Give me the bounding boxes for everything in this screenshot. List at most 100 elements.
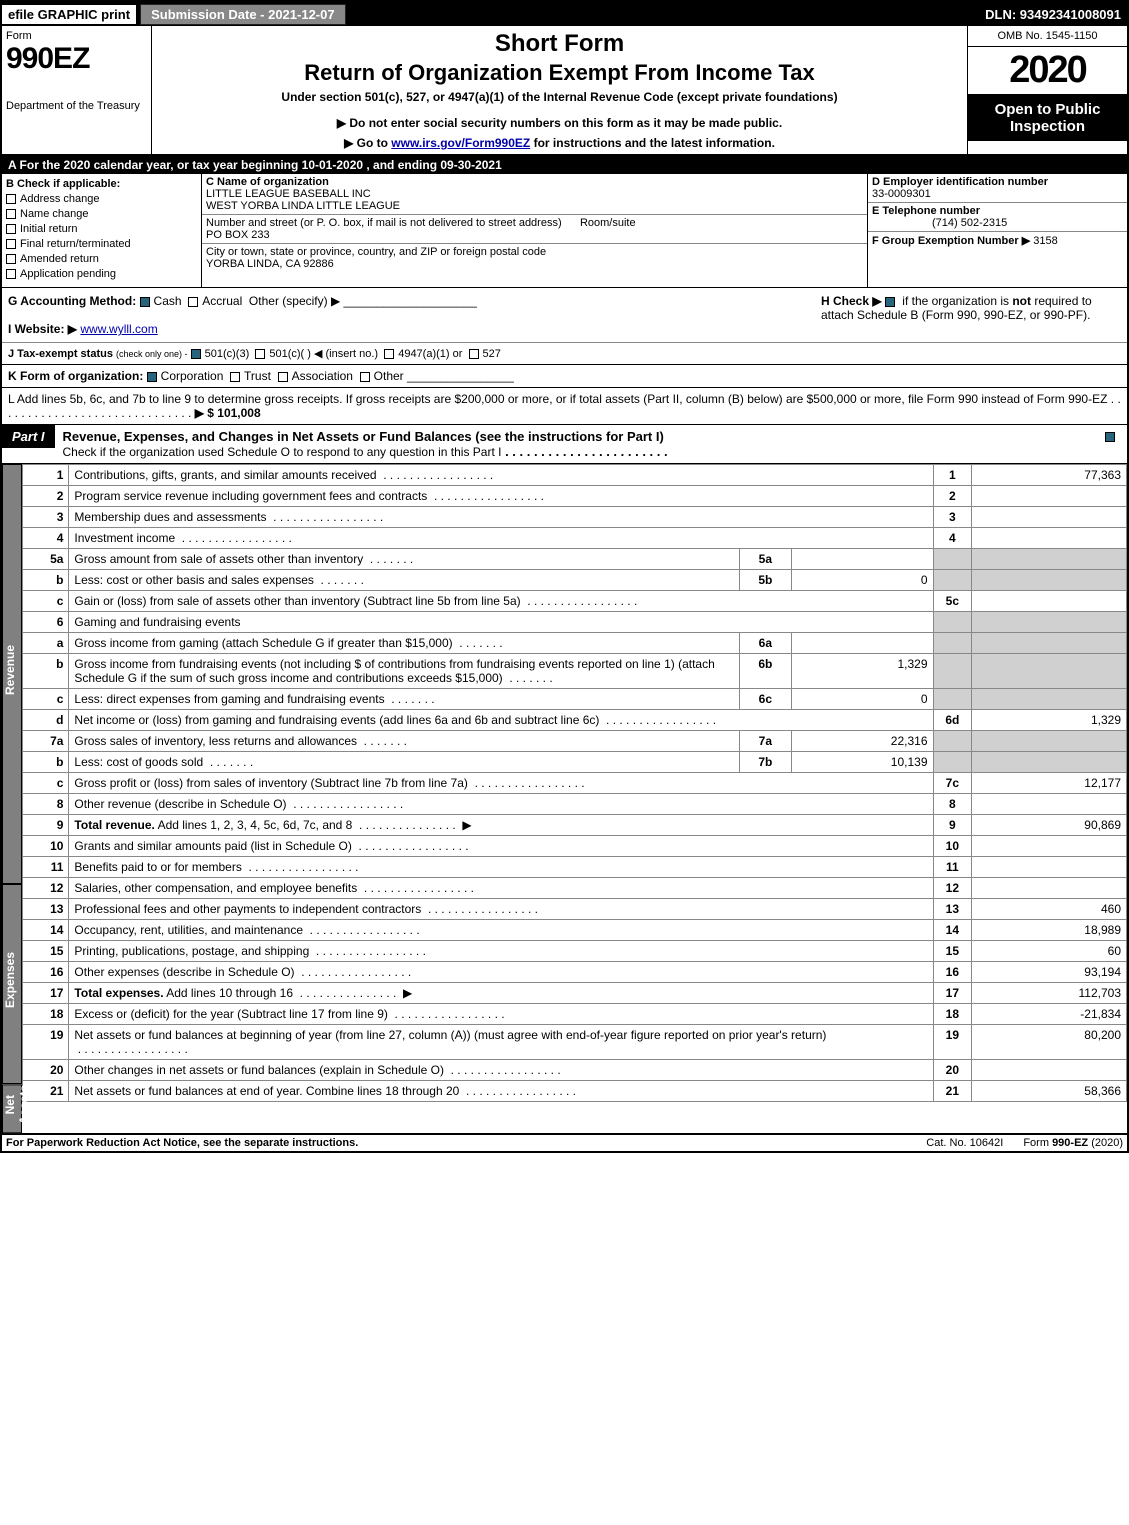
chk-501c3[interactable] xyxy=(191,349,201,359)
efile-print-label[interactable]: efile GRAPHIC print xyxy=(2,5,136,24)
table-row: 1Contributions, gifts, grants, and simil… xyxy=(23,465,1127,486)
right-line-number: 19 xyxy=(933,1025,972,1060)
line-number: 8 xyxy=(23,794,69,815)
goto-pre: ▶ Go to xyxy=(344,136,391,150)
part1-title: Revenue, Expenses, and Changes in Net As… xyxy=(55,425,1097,463)
table-row: dNet income or (loss) from gaming and fu… xyxy=(23,710,1127,731)
phone-value: (714) 502-2315 xyxy=(872,217,1007,229)
chk-cash[interactable] xyxy=(140,297,150,307)
chk-corp[interactable] xyxy=(147,372,157,382)
sub-line-number: 5a xyxy=(740,549,792,570)
sub-amount xyxy=(791,633,933,654)
chk-schedule-o[interactable] xyxy=(1105,432,1115,442)
chk-527[interactable] xyxy=(469,349,479,359)
right-amt-gray xyxy=(972,570,1127,591)
chk-name-change[interactable]: Name change xyxy=(6,208,197,220)
chk-other-org[interactable] xyxy=(360,372,370,382)
form-title: Return of Organization Exempt From Incom… xyxy=(160,60,959,86)
omb-number: OMB No. 1545-1150 xyxy=(968,26,1127,47)
right-line-number: 4 xyxy=(933,528,972,549)
right-line-number: 9 xyxy=(933,815,972,836)
chk-app-pending[interactable]: Application pending xyxy=(6,268,197,280)
line-text: Less: direct expenses from gaming and fu… xyxy=(69,689,740,710)
sub-amount xyxy=(791,549,933,570)
city-value: YORBA LINDA, CA 92886 xyxy=(206,258,334,270)
row-l: L Add lines 5b, 6c, and 7b to line 9 to … xyxy=(2,388,1127,425)
table-row: cLess: direct expenses from gaming and f… xyxy=(23,689,1127,710)
right-amt-gray xyxy=(972,612,1127,633)
right-amt-gray xyxy=(972,752,1127,773)
line-amount: 80,200 xyxy=(972,1025,1127,1060)
line-amount: 60 xyxy=(972,941,1127,962)
irs-link[interactable]: www.irs.gov/Form990EZ xyxy=(391,136,530,150)
org-name-2: WEST YORBA LINDA LITTLE LEAGUE xyxy=(206,200,400,212)
street-label: Number and street (or P. O. box, if mail… xyxy=(206,217,562,229)
chk-accrual[interactable] xyxy=(188,297,198,307)
table-row: 2Program service revenue including gover… xyxy=(23,486,1127,507)
table-row: 21Net assets or fund balances at end of … xyxy=(23,1081,1127,1102)
chk-initial-label: Initial return xyxy=(20,223,77,235)
goto-notice: ▶ Go to www.irs.gov/Form990EZ for instru… xyxy=(160,136,959,150)
table-row: 9Total revenue. Add lines 1, 2, 3, 4, 5c… xyxy=(23,815,1127,836)
line-text: Grants and similar amounts paid (list in… xyxy=(69,836,933,857)
other-specify: Other (specify) ▶ xyxy=(249,294,340,308)
j-sub: (check only one) - xyxy=(116,349,188,359)
line-number: c xyxy=(23,689,69,710)
part1-header: Part I Revenue, Expenses, and Changes in… xyxy=(2,425,1127,464)
k-label: K Form of organization: xyxy=(8,369,143,383)
right-num-gray xyxy=(933,570,972,591)
chk-4947[interactable] xyxy=(384,349,394,359)
right-line-number: 15 xyxy=(933,941,972,962)
l-amount: ▶ $ 101,008 xyxy=(195,406,261,420)
line-text: Total expenses. Add lines 10 through 16 … xyxy=(69,983,933,1004)
line-number: 3 xyxy=(23,507,69,528)
sub-amount: 0 xyxy=(791,570,933,591)
right-line-number: 14 xyxy=(933,920,972,941)
chk-amended-return[interactable]: Amended return xyxy=(6,253,197,265)
right-line-number: 11 xyxy=(933,857,972,878)
group-num: 3158 xyxy=(1033,235,1057,247)
line-number: c xyxy=(23,773,69,794)
right-num-gray xyxy=(933,549,972,570)
line-text: Contributions, gifts, grants, and simila… xyxy=(69,465,933,486)
section-b-checkboxes: B Check if applicable: Address change Na… xyxy=(2,174,202,287)
line-text: Less: cost or other basis and sales expe… xyxy=(69,570,740,591)
section-c-org: C Name of organization LITTLE LEAGUE BAS… xyxy=(202,174,867,287)
chk-final-return[interactable]: Final return/terminated xyxy=(6,238,197,250)
row-g: G Accounting Method: Cash Accrual Other … xyxy=(8,294,821,336)
right-line-number: 10 xyxy=(933,836,972,857)
chk-address-change[interactable]: Address change xyxy=(6,193,197,205)
line-amount xyxy=(972,1060,1127,1081)
short-form-title: Short Form xyxy=(160,30,959,58)
line-number: 16 xyxy=(23,962,69,983)
city-label: City or town, state or province, country… xyxy=(206,246,546,258)
header-right: OMB No. 1545-1150 2020 Open to Public In… xyxy=(967,26,1127,154)
chk-501c[interactable] xyxy=(255,349,265,359)
table-row: 14Occupancy, rent, utilities, and mainte… xyxy=(23,920,1127,941)
line-amount xyxy=(972,486,1127,507)
footer-cat: Cat. No. 10642I xyxy=(906,1137,1023,1149)
part1-check[interactable] xyxy=(1097,425,1127,443)
form-number: 990EZ xyxy=(6,42,147,76)
sub-line-number: 5b xyxy=(740,570,792,591)
chk-initial-return[interactable]: Initial return xyxy=(6,223,197,235)
chk-h[interactable] xyxy=(885,297,895,307)
j-label: J Tax-exempt status xyxy=(8,348,113,360)
chk-trust[interactable] xyxy=(230,372,240,382)
line-number: 14 xyxy=(23,920,69,941)
chk-assoc[interactable] xyxy=(278,372,288,382)
line-amount xyxy=(972,528,1127,549)
e-label: E Telephone number xyxy=(872,205,980,217)
right-line-number: 21 xyxy=(933,1081,972,1102)
h-not: not xyxy=(1012,294,1031,308)
row-j: J Tax-exempt status (check only one) - 5… xyxy=(2,343,1127,365)
line-number: 11 xyxy=(23,857,69,878)
website-link[interactable]: www.wylll.com xyxy=(80,322,157,336)
table-row: 7aGross sales of inventory, less returns… xyxy=(23,731,1127,752)
line-text: Gaming and fundraising events xyxy=(69,612,933,633)
line-amount: 90,869 xyxy=(972,815,1127,836)
line-amount xyxy=(972,794,1127,815)
dept-label: Department of the Treasury xyxy=(6,100,147,112)
part1-label: Part I xyxy=(2,425,55,448)
right-num-gray xyxy=(933,731,972,752)
